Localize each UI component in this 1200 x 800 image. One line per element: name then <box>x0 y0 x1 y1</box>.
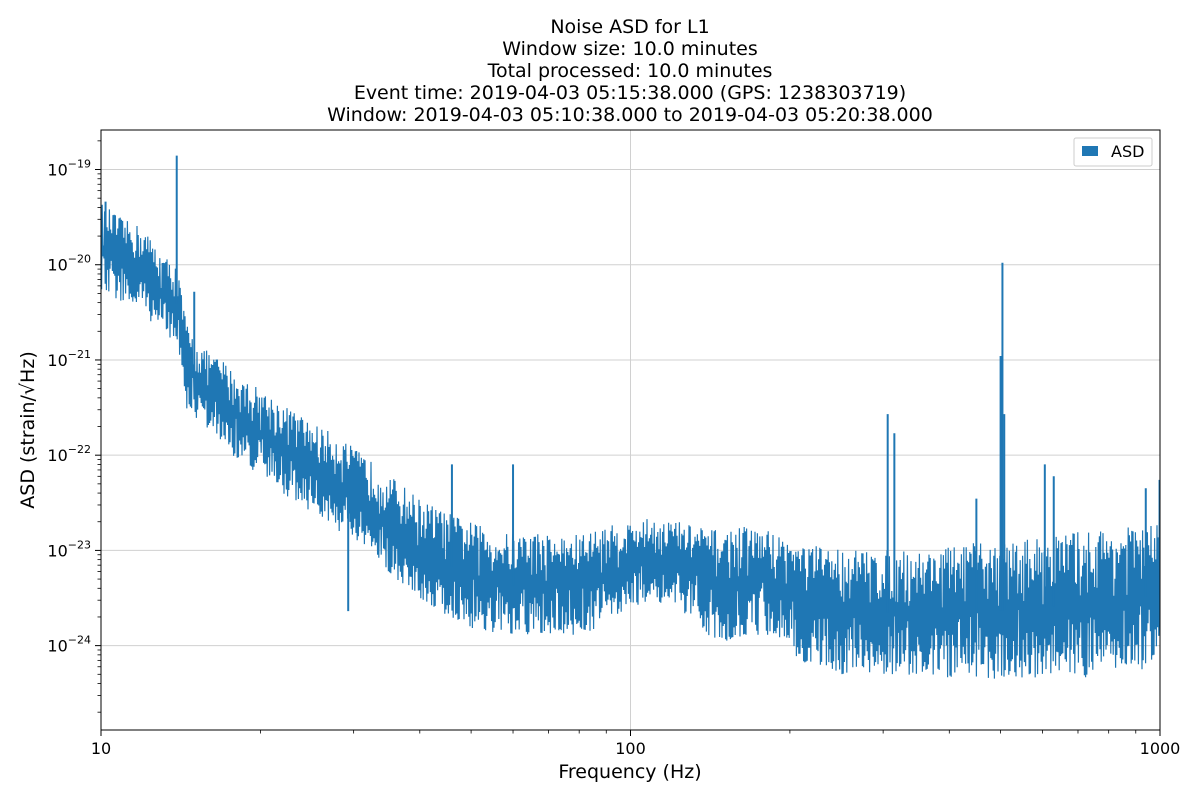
y-tick-label-1: 10−23 <box>47 538 91 560</box>
y-tick-label-4: 10−20 <box>47 253 91 275</box>
legend-swatch-asd <box>1082 146 1098 156</box>
asd-trace <box>101 204 1160 679</box>
legend-label-asd: ASD <box>1111 142 1144 161</box>
y-axis-ticks: 10−24 10−23 10−22 10−21 10−20 10−19 <box>47 140 101 713</box>
title-line-3: Total processed: 10.0 minutes <box>487 60 773 82</box>
legend: ASD <box>1073 137 1153 167</box>
title-line-1: Noise ASD for L1 <box>550 16 709 38</box>
y-tick-label-0: 10−24 <box>47 634 91 656</box>
y-tick-label-5: 10−19 <box>47 158 91 180</box>
y-axis-label: ASD (strain/√Hz) <box>17 351 39 508</box>
title-line-2: Window size: 10.0 minutes <box>502 38 758 60</box>
x-tick-label-1: 100 <box>615 739 646 758</box>
x-axis-label: Frequency (Hz) <box>558 761 701 783</box>
x-tick-label-2: 1000 <box>1140 739 1181 758</box>
y-tick-label-3: 10−21 <box>47 348 91 370</box>
y-tick-label-2: 10−22 <box>47 443 91 465</box>
title-line-5: Window: 2019-04-03 05:10:38.000 to 2019-… <box>327 104 933 126</box>
x-tick-label-0: 10 <box>91 739 111 758</box>
chart-title: Noise ASD for L1 Window size: 10.0 minut… <box>327 16 933 126</box>
legend-frame <box>1073 137 1153 167</box>
x-axis-ticks: 10 100 1000 <box>91 730 1181 758</box>
title-line-4: Event time: 2019-04-03 05:15:38.000 (GPS… <box>354 82 906 104</box>
